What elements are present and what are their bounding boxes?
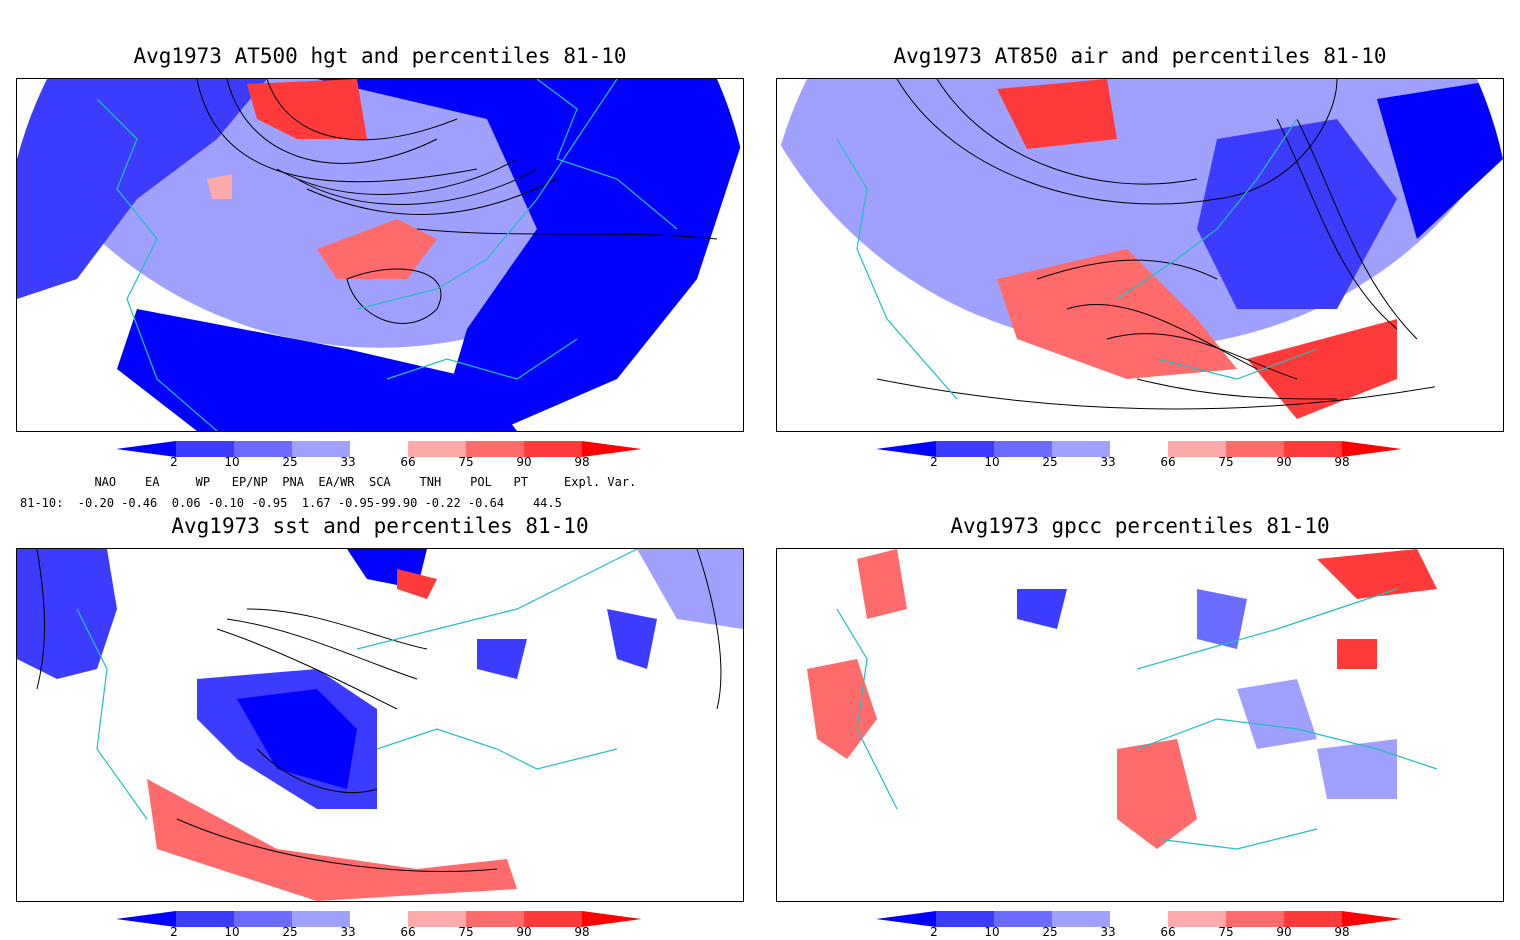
map-air850 (777, 79, 1503, 431)
colorbar-tick-label: 25 (1042, 455, 1058, 469)
map-panel-hgt500 (16, 78, 744, 432)
colorbar-tick-label: 10 (984, 925, 1000, 939)
colorbar-tick-label: 10 (984, 455, 1000, 469)
colorbar-tick-label: 25 (1042, 925, 1058, 939)
colorbar-bottom-right (876, 911, 1402, 927)
colorbar-tick-label: 2 (930, 455, 938, 469)
map-gpcc (807, 549, 1438, 850)
colorbar-tick-label: 75 (458, 455, 474, 469)
colorbar-tick-label: 2 (170, 455, 178, 469)
colorbar-tick-label: 90 (516, 455, 532, 469)
panel-title-sst: Avg1973 sst and percentiles 81-10 (171, 514, 589, 538)
teleconnection-index-row: 81-10: -0.20 -0.46 0.06 -0.10 -0.95 1.67… (20, 496, 562, 510)
colorbar-tick-label: 98 (574, 925, 590, 939)
map-panel-air850 (776, 78, 1504, 432)
colorbar-tick-label: 75 (1218, 455, 1234, 469)
colorbar-tick-label: 66 (1160, 925, 1176, 939)
colorbar-bottom-left (116, 911, 642, 927)
colorbar-tick-label: 98 (574, 455, 590, 469)
colorbar-tick-label: 10 (224, 455, 240, 469)
colorbar-tick-label: 98 (1334, 455, 1350, 469)
colorbar-tick-label: 75 (1218, 925, 1234, 939)
colorbar-swatches (116, 441, 642, 457)
colorbar-tick-label: 33 (340, 455, 356, 469)
map-hgt500 (17, 79, 743, 431)
map-sst (17, 549, 743, 901)
colorbar-tick-label: 90 (1276, 925, 1292, 939)
colorbar-tick-label: 2 (930, 925, 938, 939)
colorbar-tick-label: 66 (400, 925, 416, 939)
panel-title-gpcc: Avg1973 gpcc percentiles 81-10 (950, 514, 1330, 538)
colorbar-tick-label: 2 (170, 925, 178, 939)
teleconnection-index-header: NAO EA WP EP/NP PNA EA/WR SCA TNH POL PT… (80, 475, 637, 489)
colorbar-tick-label: 10 (224, 925, 240, 939)
map-panel-gpcc (776, 548, 1504, 902)
colorbar-tick-label: 75 (458, 925, 474, 939)
colorbar-tick-label: 33 (1100, 455, 1116, 469)
colorbar-tick-label: 90 (516, 925, 532, 939)
colorbar-top-right (876, 441, 1402, 457)
colorbar-tick-label: 98 (1334, 925, 1350, 939)
colorbar-tick-label: 33 (340, 925, 356, 939)
colorbar-tick-label: 33 (1100, 925, 1116, 939)
colorbar-tick-label: 25 (282, 455, 298, 469)
colorbar-tick-label: 66 (1160, 455, 1176, 469)
colorbar-top-left (116, 441, 642, 457)
colorbar-tick-label: 66 (400, 455, 416, 469)
colorbar-tick-label: 90 (1276, 455, 1292, 469)
panel-title-air850: Avg1973 AT850 air and percentiles 81-10 (893, 44, 1387, 68)
map-panel-sst (16, 548, 744, 902)
colorbar-tick-label: 25 (282, 925, 298, 939)
panel-title-hgt500: Avg1973 AT500 hgt and percentiles 81-10 (133, 44, 627, 68)
